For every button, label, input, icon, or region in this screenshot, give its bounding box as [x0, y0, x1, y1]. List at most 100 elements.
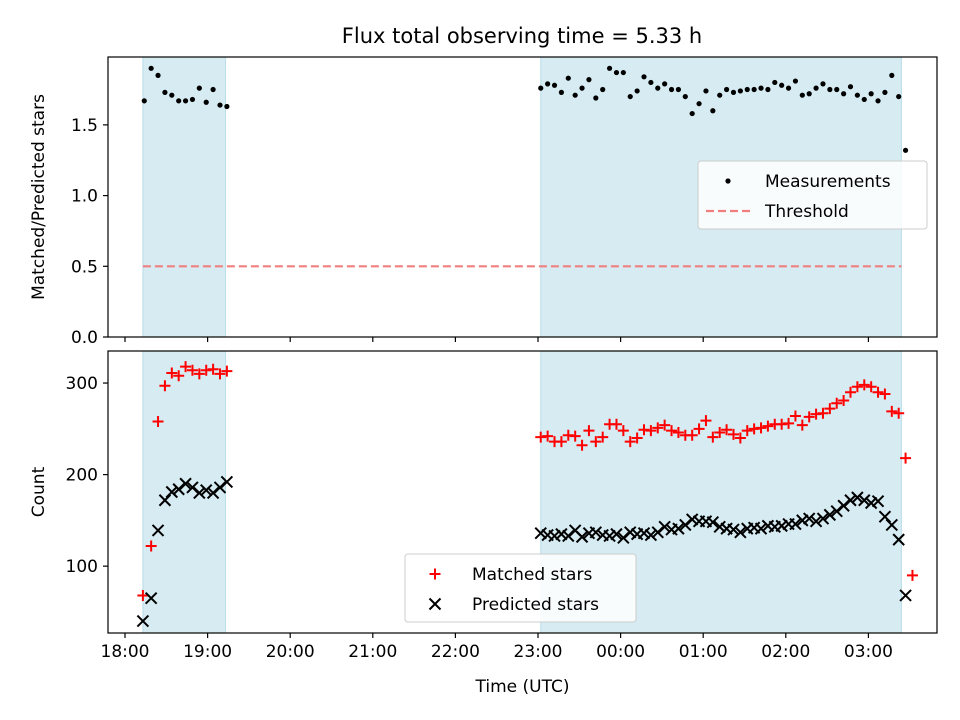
legend-marker-measurements [725, 178, 731, 184]
measurement-point [600, 86, 606, 93]
measurement-point [710, 108, 716, 114]
predicted-star-point [575, 530, 589, 544]
measurement-point [655, 85, 661, 91]
matched-star-point [180, 361, 192, 373]
measurement-point [896, 93, 902, 100]
matched-star-point [186, 364, 198, 376]
measurement-point [141, 98, 147, 104]
measurement-point [586, 77, 592, 83]
measurement-point [668, 86, 675, 93]
legend-marker-matched [429, 568, 441, 580]
measurement-point [724, 86, 730, 93]
measurement-point [155, 72, 161, 78]
x-tick-label: 03:00 [844, 642, 893, 662]
predicted-star-point [193, 486, 206, 500]
measurement-point [861, 96, 867, 103]
predicted-star-point [892, 533, 905, 546]
x-tick-label: 00:00 [596, 642, 645, 662]
observing-window-band [142, 56, 226, 338]
predicted-star-point [658, 520, 671, 533]
measurement-point [779, 82, 785, 88]
matched-star-point [221, 365, 233, 377]
matched-star-point [824, 403, 836, 415]
measurement-point [210, 86, 216, 93]
matched-star-point [666, 425, 678, 437]
matched-star-point [734, 432, 746, 444]
x-tick-label: 22:00 [431, 642, 480, 662]
measurement-point [806, 91, 812, 97]
measurement-point [162, 89, 168, 95]
measurement-point [889, 72, 895, 78]
y-tick-label: 300 [66, 374, 98, 394]
x-tick-label: 20:00 [266, 642, 315, 662]
measurement-point [634, 88, 640, 94]
x-tick-label: 18:00 [101, 642, 150, 662]
measurement-point [751, 86, 757, 93]
measurement-point [565, 75, 571, 81]
matched-star-point [741, 425, 753, 437]
predicted-star-point [851, 491, 864, 504]
predicted-star-point [809, 515, 823, 528]
predicted-star-point [151, 524, 165, 537]
matched-star-point [207, 363, 219, 375]
predicted-star-point [789, 517, 802, 531]
matched-star-point [858, 379, 870, 391]
measurement-point [627, 93, 633, 100]
matched-star-point [900, 452, 912, 464]
legend: Matched stars Predicted stars [404, 553, 637, 623]
matched-star-point [555, 436, 567, 448]
matched-star-point [610, 418, 622, 430]
matched-star-point [583, 425, 595, 437]
measurement-point [868, 91, 874, 97]
predicted-star-point [899, 589, 912, 602]
predicted-star-point [200, 483, 213, 497]
matched-star-point [707, 431, 719, 443]
predicted-star-point [589, 526, 603, 539]
matched-star-point [851, 381, 863, 393]
measurement-point [662, 81, 668, 87]
predicted-star-point [871, 494, 885, 508]
measurement-point [203, 99, 209, 105]
matched-star-point [831, 397, 843, 409]
measurement-point [772, 79, 778, 86]
predicted-star-point [885, 518, 899, 532]
matched-star-point [789, 410, 801, 422]
matched-star-point [893, 407, 905, 419]
matched-star-point [569, 430, 581, 442]
predicted-star-point [727, 523, 740, 536]
measurement-point [841, 91, 847, 97]
axes-frame [107, 56, 938, 338]
x-tick-label: 01:00 [679, 642, 728, 662]
y-tick-label: 200 [66, 466, 98, 486]
predicted-star-point [165, 485, 179, 499]
predicted-star-point [816, 512, 830, 525]
legend-box [697, 160, 928, 230]
matched-star-point [693, 423, 705, 435]
predicted-star-point [179, 477, 192, 490]
matched-star-point [137, 589, 149, 601]
measurement-point [558, 89, 565, 95]
matched-star-point [783, 417, 795, 429]
legend-label: Measurements [765, 172, 891, 192]
predicted-star-point [858, 494, 871, 507]
predicted-star-point [136, 614, 150, 628]
predicted-star-point [734, 526, 747, 539]
predicted-star-point [144, 592, 158, 605]
measurement-point [813, 85, 819, 91]
axes-frame [107, 350, 938, 634]
matched-star-point [803, 411, 815, 423]
legend-label: Matched stars [472, 565, 592, 585]
predicted-star-point [706, 516, 720, 529]
y-tick-label: 0.0 [71, 328, 98, 348]
measurement-point [827, 86, 833, 93]
matched-star-point [762, 420, 774, 432]
panel-bottom: 100 200 300 18:00 19:00 20:00 21:00 22:00 23:00 0… [29, 350, 938, 697]
measurement-point [682, 93, 688, 100]
measurement-point [717, 92, 723, 98]
predicted-star-point [754, 522, 768, 535]
x-tick-label: 23:00 [514, 642, 563, 662]
x-tick-label: 21:00 [348, 642, 397, 662]
matched-star-point [721, 424, 733, 436]
measurement-point [169, 92, 175, 98]
measurement-point [799, 92, 805, 98]
